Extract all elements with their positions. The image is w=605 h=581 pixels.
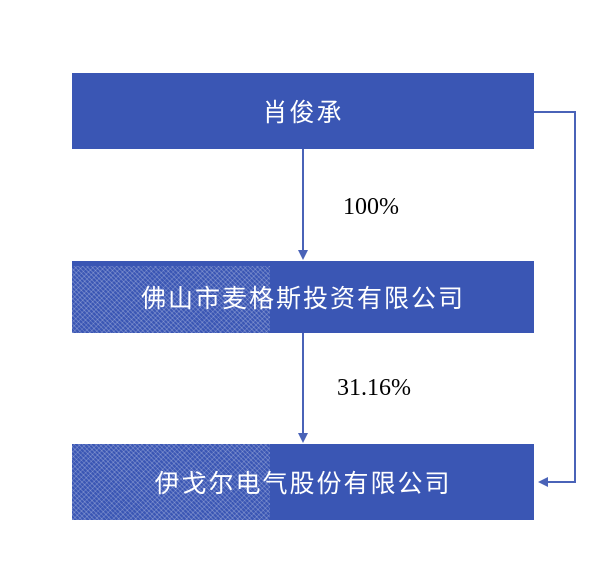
edge-label-mid-bot: 31.16% xyxy=(337,375,411,401)
node-listed-company: 伊戈尔电气股份有限公司 xyxy=(72,444,534,520)
node-investment-company-label: 佛山市麦格斯投资有限公司 xyxy=(140,284,465,313)
arrow-top-to-bot-side xyxy=(534,111,576,487)
node-investment-company: 佛山市麦格斯投资有限公司 xyxy=(72,261,534,333)
node-person-label: 肖俊承 xyxy=(262,98,344,127)
node-person: 肖俊承 xyxy=(72,73,534,149)
node-listed-company-label: 伊戈尔电气股份有限公司 xyxy=(154,469,452,498)
edge-label-top-mid: 100% xyxy=(343,194,399,220)
